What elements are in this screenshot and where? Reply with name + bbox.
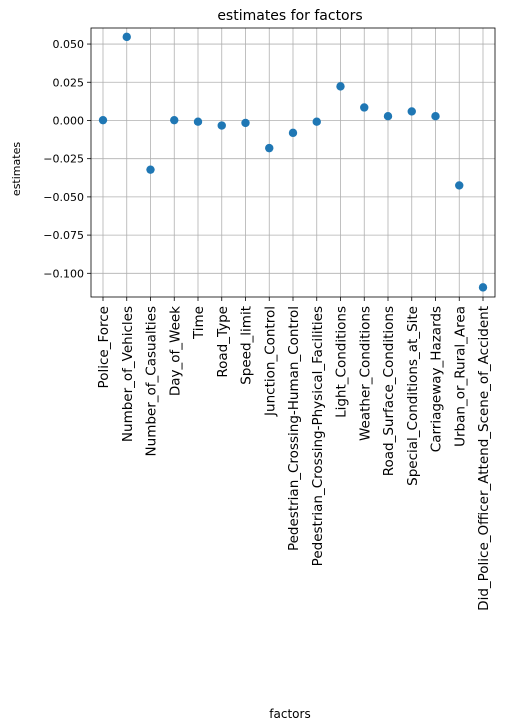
x-tick-label: Time: [191, 306, 207, 340]
x-tick-label: Carriageway_Hazards: [429, 306, 445, 452]
axes: [87, 27, 496, 301]
x-tick-label: Junction_Control: [262, 306, 278, 417]
x-tick-label: Pedestrian_Crossing-Human_Control: [286, 306, 302, 551]
data-points: [98, 32, 488, 292]
tick-labels: 0.050 0.025 0.000 −0.025 −0.050 −0.075 −0.100 P…: [43, 38, 492, 611]
chart-title: estimates for factors: [217, 8, 362, 24]
y-axis-label: estimates: [10, 142, 23, 196]
x-tick-label: Pedestrian_Crossing-Physical_Facilities: [310, 306, 326, 566]
data-point: [407, 107, 416, 116]
x-axis-label: factors: [269, 707, 310, 721]
data-point: [98, 115, 108, 125]
x-tick-label: Day_of_Week: [167, 306, 183, 396]
y-tick-label: −0.050: [43, 191, 84, 204]
data-point: [170, 115, 179, 125]
y-tick-label: 0.025: [53, 76, 85, 89]
y-tick-label: 0.050: [53, 38, 85, 51]
x-tick-label: Police_Force: [96, 306, 112, 388]
data-point: [217, 121, 226, 130]
x-tick-label: Light_Conditions: [334, 306, 350, 418]
data-point: [336, 82, 345, 91]
data-point: [265, 143, 274, 153]
grid: [91, 28, 495, 297]
x-tick-label: Special_Conditions_at_Site: [405, 306, 421, 486]
data-point: [288, 128, 298, 138]
x-tick-label: Did_Police_Officer_Attend_Scene_of_Accid…: [476, 306, 492, 611]
data-point: [122, 32, 131, 42]
plot-frame: [90, 27, 496, 298]
x-tick-label: Urban_or_Rural_Area: [452, 306, 468, 447]
x-tick-label: Road_Type: [215, 306, 231, 378]
x-tick-label: Number_of_Casualties: [144, 306, 160, 456]
data-point: [193, 117, 203, 126]
data-point: [241, 118, 250, 128]
y-tick-label: −0.075: [43, 229, 84, 242]
x-tick-label: Speed_limit: [239, 306, 255, 385]
data-point: [383, 111, 393, 121]
y-tick-label: −0.025: [43, 153, 84, 166]
x-tick-label: Number_of_Vehicles: [120, 306, 136, 442]
data-point: [146, 165, 155, 174]
data-point: [431, 111, 440, 121]
data-point: [360, 103, 369, 112]
y-tick-label: −0.100: [43, 267, 84, 280]
data-point: [312, 117, 321, 126]
x-tick-label: Weather_Conditions: [357, 306, 373, 441]
data-point: [455, 181, 464, 190]
data-point: [478, 283, 488, 292]
x-tick-label: Road_Surface_Conditions: [381, 306, 397, 476]
y-tick-label: 0.000: [53, 114, 85, 127]
